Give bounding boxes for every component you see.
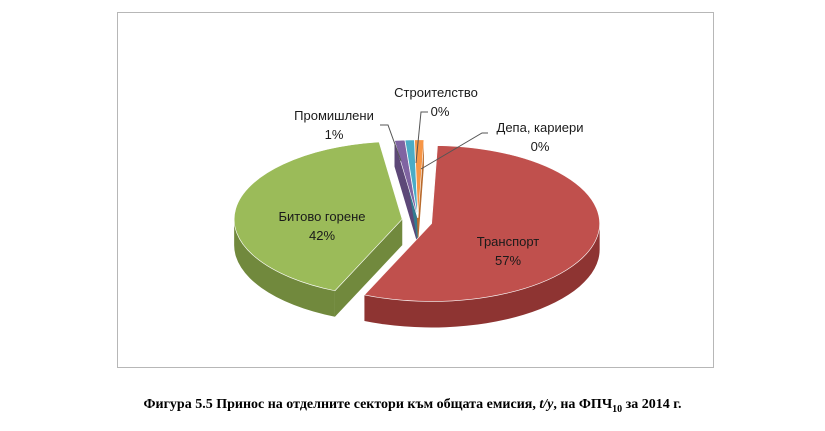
label-transport-value: 57% <box>495 253 521 268</box>
pie-chart: Транспорт 57% Битово горене 42% Промишле… <box>233 85 600 328</box>
label-household-value: 42% <box>309 228 335 243</box>
label-landfills-value: 0% <box>531 139 550 154</box>
caption-year: за 2014 г. <box>622 397 682 412</box>
label-landfills-name: Депа, кариери <box>497 120 584 135</box>
slice-household-edge-start <box>334 219 403 317</box>
leader-industry <box>380 124 402 162</box>
slice-industry-edge-start <box>394 140 418 244</box>
caption-unit: t/y <box>539 397 554 412</box>
label-construction-name: Строителство <box>394 85 478 100</box>
label-household-name: Битово горене <box>279 209 366 224</box>
slice-household <box>233 141 403 292</box>
label-transport-name: Транспорт <box>477 234 540 249</box>
leader-landfills <box>420 132 488 170</box>
slice-household-side <box>234 219 335 317</box>
caption-text: Фигура 5.5 Принос на отделните сектори к… <box>143 397 540 412</box>
caption-subscript: 10 <box>612 403 623 415</box>
label-construction-value: 0% <box>431 104 450 119</box>
caption-pollutant: , на ФПЧ <box>553 397 613 412</box>
leader-construction <box>415 111 428 164</box>
chart-area: Транспорт 57% Битово горене 42% Промишле… <box>117 12 714 368</box>
label-industry-value: 1% <box>325 127 344 142</box>
slice-transport <box>363 145 600 302</box>
figure-caption: Фигура 5.5 Принос на отделните сектори к… <box>0 397 825 415</box>
slice-landfills <box>414 139 425 218</box>
slice-landfills-edge-end <box>418 139 424 244</box>
label-industry-name: Промишлени <box>294 108 374 123</box>
